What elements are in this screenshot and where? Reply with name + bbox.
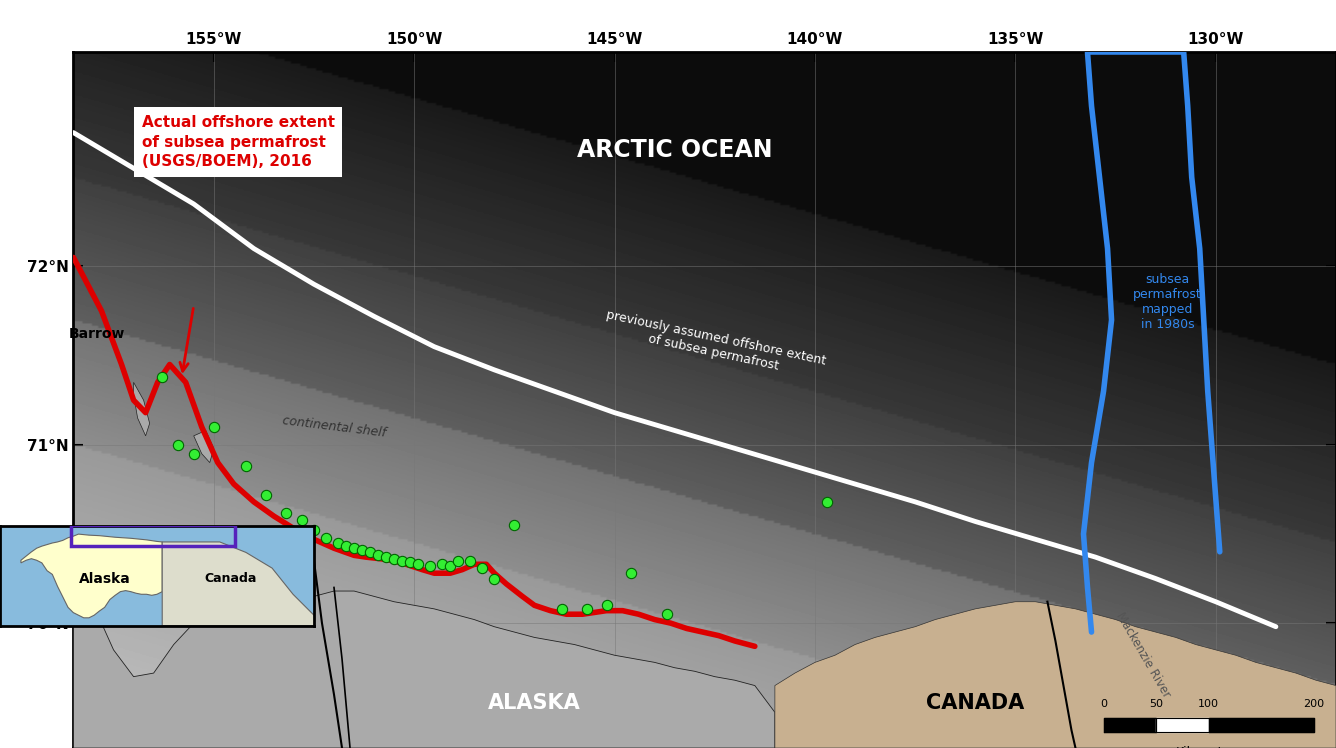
Point (291, 514, 313, 526)
Polygon shape (134, 382, 150, 436)
Point (327, 537, 349, 549)
Point (656, 608, 677, 620)
Text: previously assumed offshore extent
of subsea permafrost: previously assumed offshore extent of su… (603, 308, 827, 382)
Point (460, 555, 481, 567)
Point (235, 460, 257, 472)
Text: Kilometers: Kilometers (1176, 747, 1242, 748)
Polygon shape (73, 587, 775, 748)
Point (391, 555, 413, 567)
Point (596, 599, 617, 611)
Polygon shape (775, 601, 1336, 748)
Point (375, 551, 397, 563)
Text: Mackenzie River: Mackenzie River (1114, 610, 1173, 700)
Point (255, 488, 277, 500)
Point (552, 603, 573, 615)
Point (203, 421, 224, 433)
Point (151, 371, 172, 383)
Point (359, 546, 381, 558)
Point (303, 524, 325, 536)
Point (620, 567, 641, 579)
Point (407, 558, 429, 570)
Point (448, 555, 469, 567)
Point (351, 544, 373, 556)
Text: 0: 0 (1100, 699, 1108, 709)
Bar (71, 525, 235, 545)
Text: 100: 100 (1198, 699, 1220, 709)
Text: 200: 200 (1304, 699, 1324, 709)
Text: Barrow: Barrow (69, 327, 126, 341)
Point (576, 603, 597, 615)
Point (504, 519, 525, 531)
Polygon shape (194, 431, 214, 462)
Point (816, 496, 838, 508)
Text: subsea
permafrost
mapped
in 1980s: subsea permafrost mapped in 1980s (1133, 273, 1202, 331)
Text: 50: 50 (1149, 699, 1164, 709)
Text: ALASKA: ALASKA (488, 693, 581, 714)
Point (343, 542, 365, 554)
Text: Alaska: Alaska (79, 571, 131, 586)
Point (472, 562, 493, 574)
Text: ARCTIC OCEAN: ARCTIC OCEAN (577, 138, 772, 162)
Text: continental shelf: continental shelf (282, 414, 386, 440)
Point (432, 558, 453, 570)
Point (367, 549, 389, 561)
Point (315, 532, 337, 544)
Point (420, 560, 441, 572)
Point (440, 560, 461, 572)
Point (167, 439, 188, 451)
Text: CANADA: CANADA (926, 693, 1025, 714)
Point (484, 572, 505, 584)
Point (335, 541, 357, 553)
Point (183, 448, 204, 460)
Text: Canada: Canada (204, 572, 257, 585)
Text: Actual offshore extent
of subsea permafrost
(USGS/BOEM), 2016: Actual offshore extent of subsea permafr… (142, 114, 334, 169)
Polygon shape (162, 542, 325, 625)
Polygon shape (21, 534, 162, 618)
Point (399, 557, 421, 568)
Point (275, 506, 297, 518)
Point (383, 553, 405, 565)
